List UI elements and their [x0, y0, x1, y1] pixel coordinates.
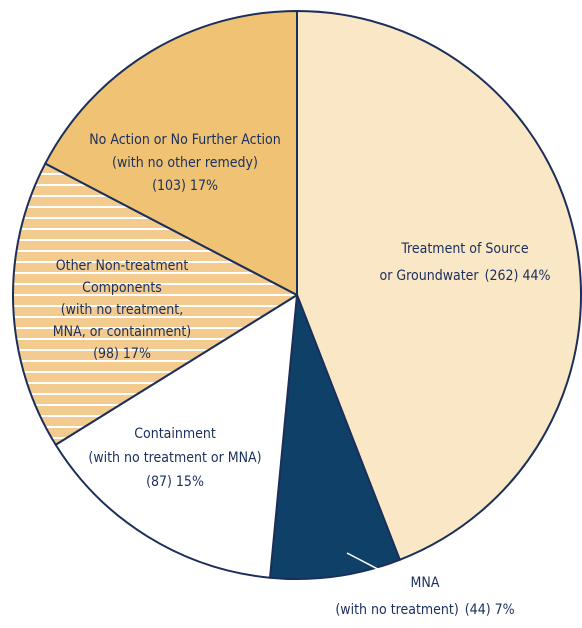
slice-label: Components: [82, 280, 162, 296]
label-line: (with no treatment,: [61, 302, 183, 318]
slice-label: No Action or No Further Action: [89, 132, 280, 148]
value-label: (262) 44%: [485, 268, 551, 284]
label-line: (with no treatment): [335, 602, 458, 618]
label-line: Other Non-treatment: [56, 258, 189, 274]
slice-label: or Groundwater (262) 44%: [380, 268, 551, 284]
label-line: (with no other remedy): [112, 155, 258, 171]
pie-slice: [296, 10, 582, 561]
value-label: (98) 17%: [93, 346, 151, 362]
label-line: MNA, or containment): [53, 324, 191, 340]
slice-label: (with no other remedy): [112, 155, 258, 171]
pie-slice: [269, 294, 401, 580]
label-line: Containment: [134, 426, 216, 442]
slice-label: (with no treatment) (44) 7%: [335, 602, 514, 618]
leader-line: [346, 552, 396, 579]
slice-label: Other Non-treatment: [56, 258, 189, 274]
value-label: (103) 17%: [152, 178, 218, 194]
label-line: No Action or No Further Action: [89, 132, 280, 148]
slice-label: MNA: [411, 575, 440, 591]
label-line: MNA: [411, 575, 440, 591]
labels: Treatment of Source or Groundwater (262) 4…: [53, 132, 551, 618]
slice-label: (with no treatment,: [61, 302, 183, 318]
value-label: (87) 15%: [146, 474, 204, 490]
label-line: (with no treatment or MNA): [88, 450, 261, 466]
slice-label: Treatment of Source: [400, 241, 528, 257]
pie-slice: [44, 10, 298, 296]
pie-slice: [54, 294, 298, 579]
pie-slice: [12, 162, 298, 446]
slice-label: (with no treatment or MNA): [88, 450, 261, 466]
label-line: Components: [82, 280, 162, 296]
label-line: or Groundwater: [380, 268, 480, 284]
slice-label: Containment: [134, 426, 216, 442]
slices: [12, 10, 582, 580]
label-line: Treatment of Source: [400, 241, 528, 257]
value-label: (44) 7%: [465, 602, 515, 618]
slice-label: MNA, or containment): [53, 324, 191, 340]
